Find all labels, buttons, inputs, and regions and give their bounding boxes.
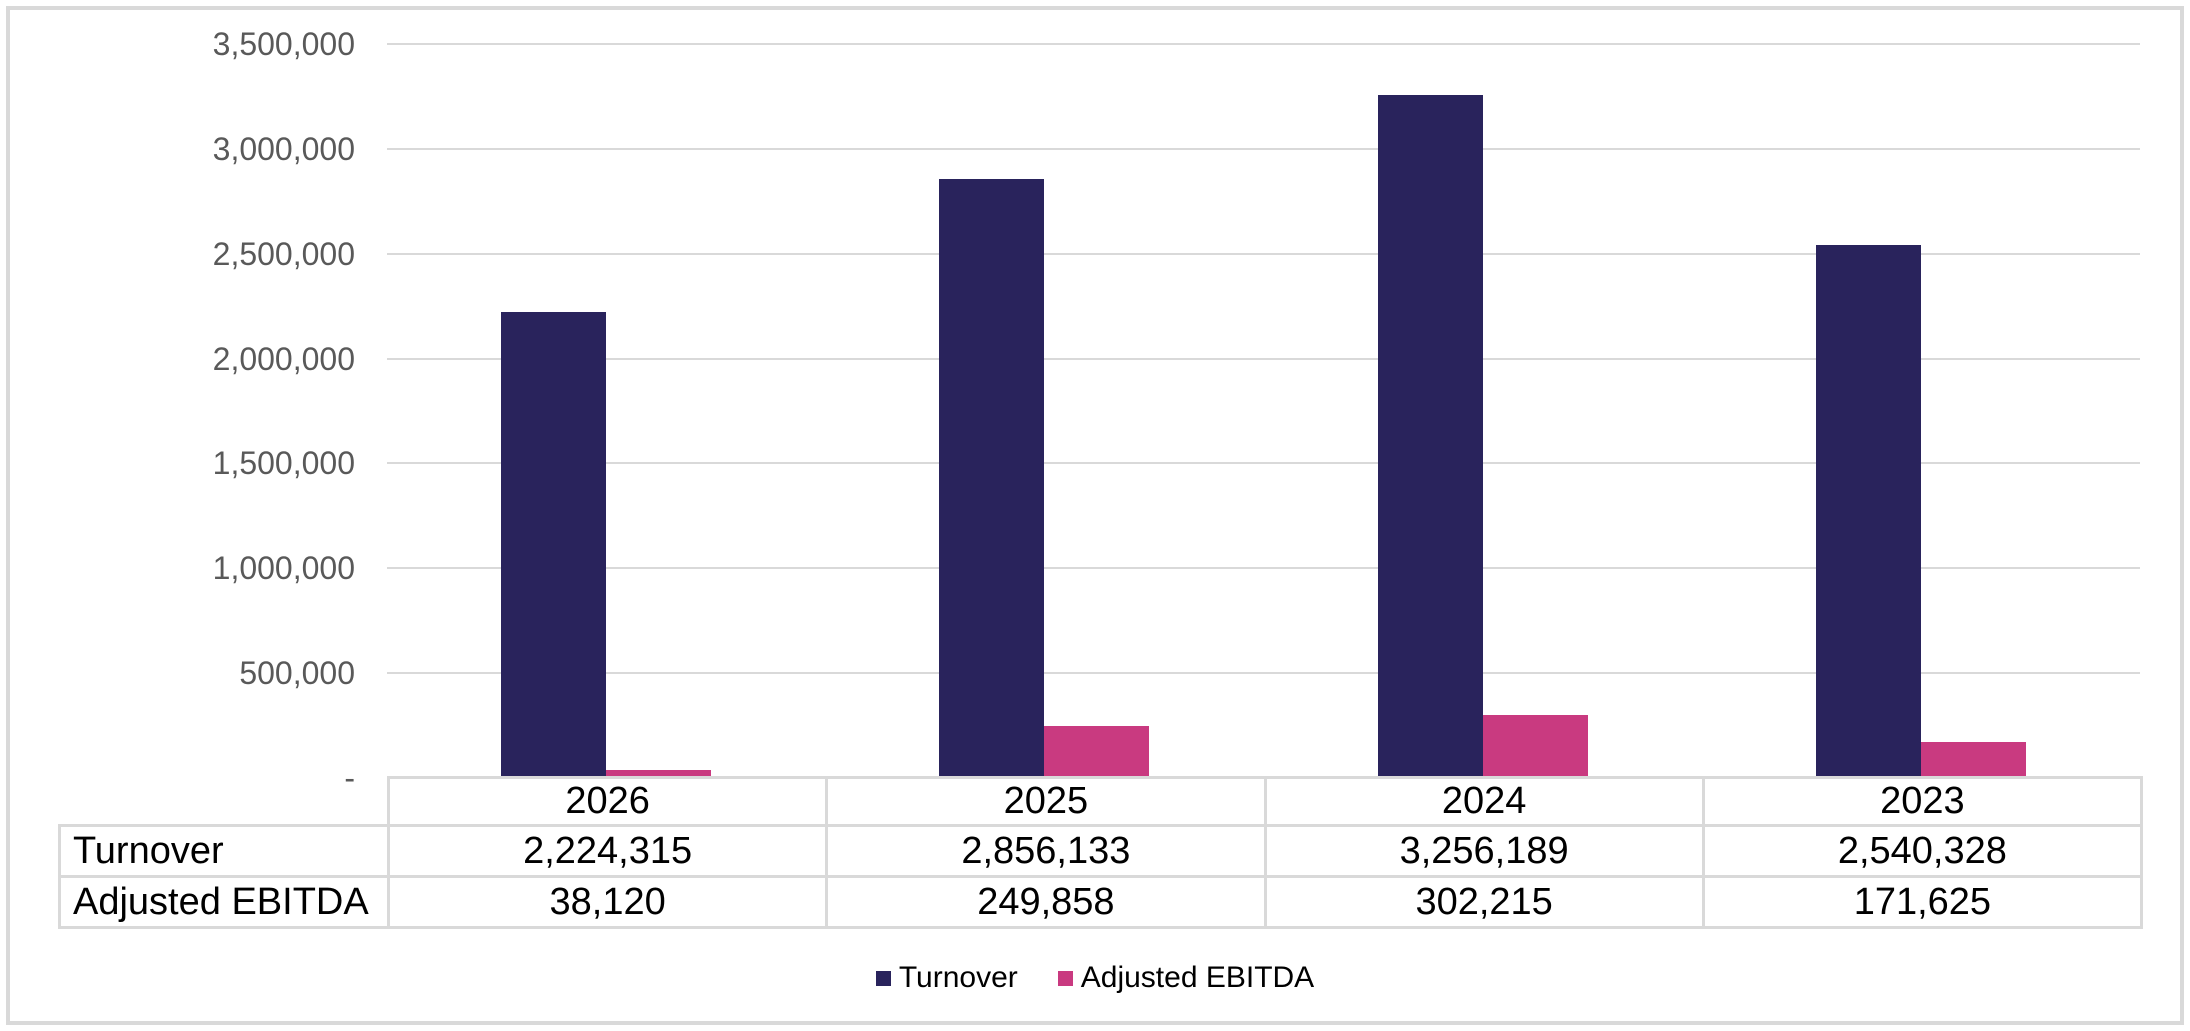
y-axis-tick-label: 500,000: [239, 655, 355, 691]
gridline: [387, 43, 2140, 45]
adjusted-ebitda-bar-2025: [1044, 726, 1149, 778]
y-axis-tick-label: 3,000,000: [212, 131, 355, 167]
turnover-bar-2024: [1378, 95, 1483, 778]
data-table: 2026 2025 2024 2023 Turnover 2,224,315 2,856,1…: [58, 776, 2144, 929]
table-value-cell: 3,256,189: [1263, 824, 1705, 878]
table-header-year-2026: 2026: [386, 776, 829, 827]
table-row: Adjusted EBITDA 38,120 249,858 302,215 171,6…: [58, 875, 2144, 929]
gridline: [387, 148, 2140, 150]
y-axis-tick-label: 2,000,000: [212, 341, 355, 377]
y-axis-tick-label: 2,500,000: [212, 236, 355, 272]
table-value-cell: 302,215: [1263, 875, 1705, 929]
adjusted-ebitda-bar-2026: [606, 770, 711, 778]
table-row-label-turnover: Turnover: [58, 824, 390, 878]
gridline: [387, 462, 2140, 464]
table-row: Turnover 2,224,315 2,856,133 3,256,189 2,540…: [58, 824, 2144, 878]
adjusted-ebitda-swatch-icon: [1057, 970, 1073, 986]
adjusted-ebitda-bar-2023: [1921, 742, 2026, 778]
table-value-cell: 171,625: [1701, 875, 2144, 929]
turnover-bar-2025: [939, 179, 1044, 778]
legend-label-adjusted-ebitda: Adjusted EBITDA: [1080, 961, 1315, 994]
gridline: [387, 672, 2140, 674]
legend: Turnover Adjusted EBITDA: [0, 954, 2190, 1002]
turnover-bar-2023: [1816, 245, 1921, 778]
table-header-year-2023: 2023: [1701, 776, 2144, 827]
legend-item-adjusted-ebitda: Adjusted EBITDA: [1057, 961, 1315, 995]
gridline: [387, 358, 2140, 360]
legend-item-turnover: Turnover: [875, 961, 1018, 995]
y-axis-tick-label: 1,500,000: [212, 445, 355, 481]
table-value-cell: 2,224,315: [386, 824, 829, 878]
y-axis-tick-label: 1,000,000: [212, 550, 355, 586]
gridline: [387, 253, 2140, 255]
table-value-cell: 2,856,133: [825, 824, 1267, 878]
table-row-label-adjusted-ebitda: Adjusted EBITDA: [58, 875, 390, 929]
adjusted-ebitda-bar-2024: [1483, 715, 1588, 778]
table-value-cell: 2,540,328: [1701, 824, 2144, 878]
table-header-year-2025: 2025: [825, 776, 1267, 827]
turnover-bar-2026: [501, 312, 606, 778]
table-value-cell: 38,120: [386, 875, 829, 929]
y-axis-tick-label: 3,500,000: [212, 26, 355, 62]
legend-label-turnover: Turnover: [898, 961, 1018, 994]
gridline: [387, 567, 2140, 569]
table-value-cell: 249,858: [825, 875, 1267, 929]
y-axis-tick-label: -: [344, 760, 355, 796]
table-header-year-2024: 2024: [1263, 776, 1705, 827]
turnover-swatch-icon: [875, 970, 891, 986]
table-corner-cell: [60, 778, 389, 826]
